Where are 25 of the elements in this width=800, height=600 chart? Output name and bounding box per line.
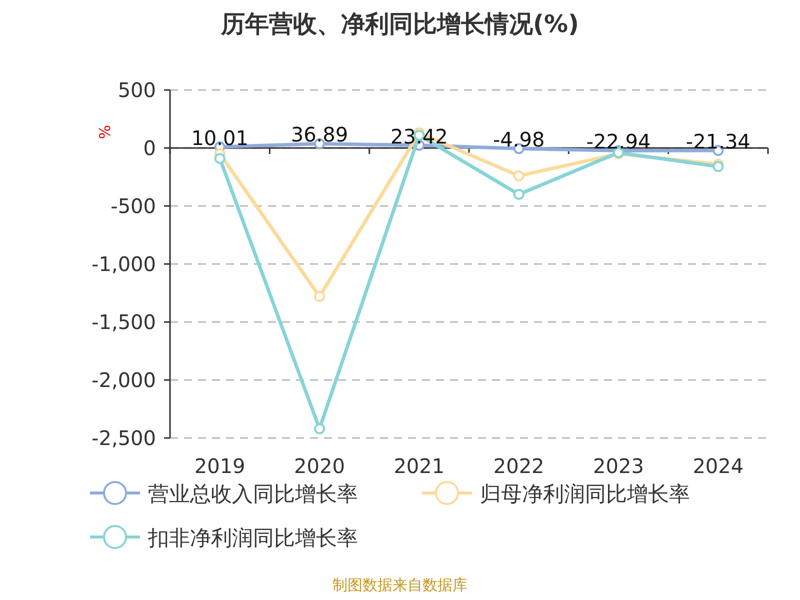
y-tick-label: -500 xyxy=(110,194,156,218)
x-tick-label: 2020 xyxy=(294,454,345,478)
y-tick-label: -2,000 xyxy=(92,368,156,392)
x-tick-label: 2019 xyxy=(194,454,246,478)
y-tick-label: -2,500 xyxy=(92,426,156,450)
legend-label: 扣非净利润同比增长率 xyxy=(147,526,358,550)
chart-title: 历年营收、净利同比增长情况(%) xyxy=(220,10,579,38)
data-label: 10.01 xyxy=(191,126,248,150)
data-label: -4.98 xyxy=(492,128,545,152)
data-label: 36.89 xyxy=(290,122,348,147)
text: 制图数据来自数据库 xyxy=(332,576,468,594)
y-tick-label: 500 xyxy=(118,78,156,102)
data-label: 23.42 xyxy=(390,124,448,148)
legend-label: 营业总收入同比增长率 xyxy=(148,482,358,506)
x-tick-label: 2024 xyxy=(692,454,744,478)
x-tick-label: 2022 xyxy=(493,454,544,478)
data-label: -21.34 xyxy=(686,129,750,154)
y-tick-label: -1,500 xyxy=(92,310,156,334)
legend-label: 归母净利润同比增长率 xyxy=(480,482,690,506)
y-axis-title: % xyxy=(96,124,114,140)
x-tick-label: 2023 xyxy=(593,454,644,478)
y-tick-label: -1,000 xyxy=(92,252,156,276)
x-tick-label: 2021 xyxy=(394,454,445,478)
y-tick-label: 0 xyxy=(143,136,156,160)
data-label: -22.94 xyxy=(586,130,651,154)
